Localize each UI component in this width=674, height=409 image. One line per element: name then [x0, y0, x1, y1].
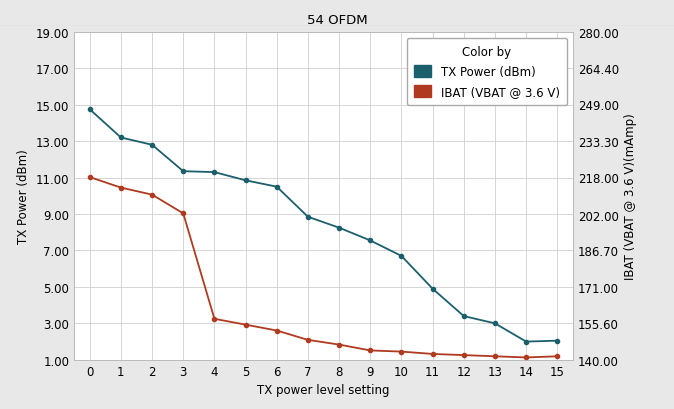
- Y-axis label: TX Power (dBm): TX Power (dBm): [18, 149, 30, 244]
- Legend: TX Power (dBm), IBAT (VBAT @ 3.6 V): TX Power (dBm), IBAT (VBAT @ 3.6 V): [406, 38, 567, 106]
- Text: 54 OFDM: 54 OFDM: [307, 14, 367, 27]
- Y-axis label: IBAT (VBAT @ 3.6 V)(mAmp): IBAT (VBAT @ 3.6 V)(mAmp): [624, 113, 638, 279]
- X-axis label: TX power level setting: TX power level setting: [257, 383, 390, 396]
